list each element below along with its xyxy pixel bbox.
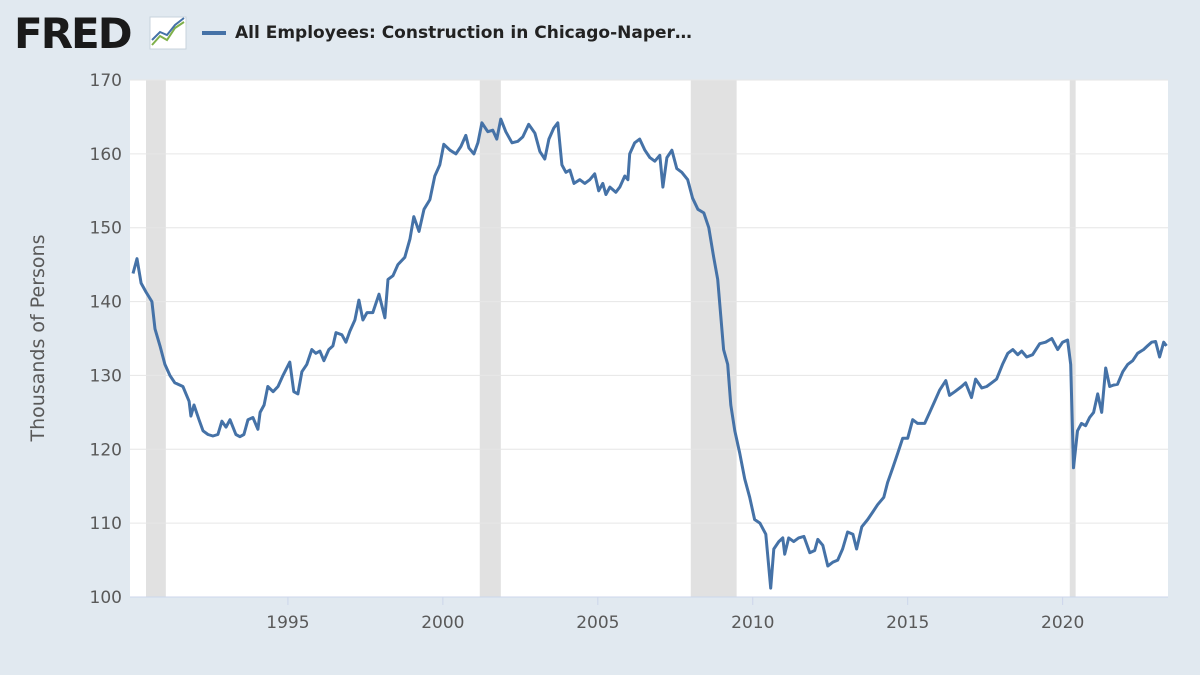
y-tick-label: 170 — [90, 71, 122, 91]
y-axis-label: Thousands of Persons — [27, 235, 49, 443]
x-tick-label: 2005 — [576, 613, 619, 633]
y-tick-label: 130 — [90, 366, 122, 386]
y-tick-label: 110 — [90, 514, 122, 534]
logo-icon — [149, 16, 187, 50]
legend-label: All Employees: Construction in Chicago-N… — [235, 23, 692, 43]
recessions — [146, 80, 1076, 597]
recession-band — [479, 80, 501, 597]
data-line — [131, 117, 1168, 590]
recession-band — [1069, 80, 1076, 597]
logo: FRED — [14, 9, 131, 58]
y-tick-label: 160 — [90, 145, 122, 165]
y-tick-label: 120 — [90, 440, 122, 460]
recession-band — [146, 80, 166, 597]
x-tick-label: 2000 — [421, 613, 464, 633]
x-tick-label: 2015 — [886, 613, 929, 633]
y-tick-label: 140 — [90, 293, 122, 313]
x-tick-label: 1995 — [266, 613, 309, 633]
plot-area — [130, 80, 1168, 597]
recession-band — [690, 80, 737, 597]
x-tick-label: 2020 — [1041, 613, 1084, 633]
y-tick-label: 150 — [90, 219, 122, 239]
x-tick-label: 2010 — [731, 613, 774, 633]
y-tick-label: 100 — [90, 588, 122, 608]
